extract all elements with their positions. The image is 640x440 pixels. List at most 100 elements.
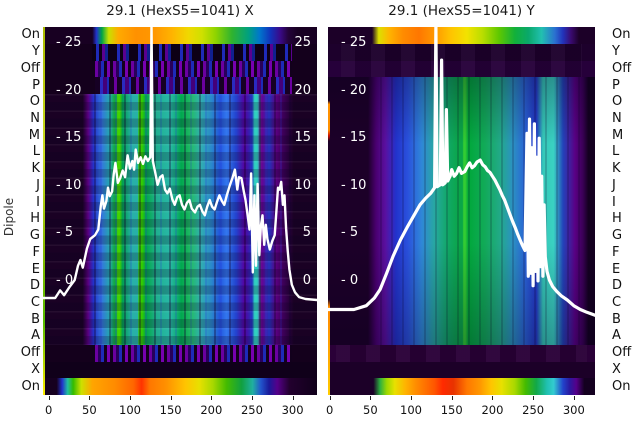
row-label: Off: [612, 345, 632, 361]
row-label: D: [29, 278, 40, 294]
value-label-right: 5: [302, 225, 311, 241]
row-label: L: [32, 144, 40, 160]
x-tick-label: 150: [440, 403, 463, 417]
left-panel-title: 29.1 (HexS5=1041) X: [106, 3, 254, 19]
row-label: C: [30, 295, 40, 310]
x-tick-label: 300: [562, 403, 585, 417]
x-tick-mark: [170, 396, 172, 400]
heatmap-band-on-top: [43, 27, 317, 44]
row-label: F: [612, 244, 620, 260]
value-label-left: - 20: [341, 82, 367, 98]
x-tick-label: 50: [363, 403, 378, 417]
value-label-left: - 15: [56, 130, 82, 146]
value-label-left: - 25: [56, 35, 82, 50]
row-label: F: [32, 244, 40, 260]
overlay-profile-line-y: [328, 27, 595, 317]
heatmap-band-off-top: [328, 61, 595, 77]
row-label: A: [31, 328, 40, 344]
row-label: O: [29, 94, 40, 110]
value-label-left: - 25: [341, 35, 367, 50]
row-label: E: [612, 261, 621, 277]
x-tick-mark: [370, 396, 372, 400]
row-label: C: [612, 295, 622, 310]
row-banding: [43, 94, 317, 345]
row-label: E: [31, 261, 40, 277]
stripe-texture: [92, 61, 293, 77]
row-label: M: [28, 127, 40, 143]
value-label-left: - 20: [56, 82, 82, 98]
x-tick-label: 200: [481, 403, 504, 417]
row-label: On: [612, 27, 631, 43]
heatmap-band-p: [43, 77, 317, 94]
row-labels-left: On Y Off P O N M L K J I H G F E D C B A Off X On: [0, 27, 40, 395]
row-label: G: [29, 228, 40, 244]
x-tick-label: 0: [45, 403, 53, 417]
row-label: Off: [20, 60, 40, 76]
row-label: G: [612, 228, 623, 244]
x-tick-mark: [533, 396, 535, 400]
heatmap-panel-x: [43, 27, 317, 395]
heatmap-band-x: [43, 362, 317, 378]
row-label: P: [612, 77, 620, 93]
x-tick-mark: [411, 396, 413, 400]
heatmap-panel-y: [328, 27, 595, 395]
row-label: J: [36, 177, 40, 193]
stripe-texture: [341, 61, 582, 77]
row-label: I: [612, 194, 616, 210]
edge-strip-right-panel: [328, 27, 330, 395]
value-label-left: - 5: [56, 225, 74, 241]
x-tick-label: 250: [240, 403, 263, 417]
row-label: Y: [612, 44, 620, 60]
stripe-texture: [95, 77, 293, 94]
x-tick-label: 50: [82, 403, 97, 417]
heatmap-band-on-top: [328, 27, 595, 44]
x-tick-mark: [48, 396, 50, 400]
row-label: H: [30, 211, 40, 227]
row-label: On: [21, 378, 40, 394]
row-label: J: [612, 177, 616, 193]
x-tick-mark: [89, 396, 91, 400]
row-label: Off: [612, 60, 632, 76]
stripe-texture: [336, 345, 587, 362]
heatmap-band-off-top: [43, 61, 317, 77]
x-tick-label: 300: [281, 403, 304, 417]
x-tick-mark: [329, 396, 331, 400]
x-tick-label: 200: [200, 403, 223, 417]
heatmap-band-x: [328, 362, 595, 378]
x-tick-mark: [451, 396, 453, 400]
value-label-left: - 5: [341, 225, 359, 241]
x-tick-label: 100: [400, 403, 422, 417]
value-label-left: - 10: [341, 177, 367, 193]
x-tick-label: 100: [119, 403, 141, 417]
right-panel-title: 29.1 (HexS5=1041) Y: [388, 3, 535, 19]
row-label: Y: [32, 44, 40, 60]
x-tick-mark: [492, 396, 494, 400]
x-tick-label: 250: [522, 403, 545, 417]
x-tick-mark: [292, 396, 294, 400]
stripe-texture: [92, 345, 293, 362]
value-label-left: - 15: [341, 130, 367, 146]
value-label-right: 15: [294, 130, 311, 146]
overlay-profile-line-x: [43, 27, 317, 302]
row-label: K: [31, 161, 40, 177]
row-label: Off: [20, 345, 40, 361]
row-label: K: [612, 161, 621, 177]
x-tick-mark: [129, 396, 131, 400]
row-label: On: [612, 378, 631, 394]
row-label: N: [612, 111, 622, 126]
x-tick-mark: [211, 396, 213, 400]
x-tick-mark: [573, 396, 575, 400]
heatmap-band-on-bottom: [328, 378, 595, 395]
x-tick-label: 0: [325, 403, 334, 417]
heatmap-band-off-bottom: [328, 345, 595, 362]
row-labels-right: On Y Off P O N M L K J I H G F E D C B A Off X On: [612, 27, 640, 395]
value-label-right: 20: [294, 82, 311, 98]
row-label: D: [612, 278, 623, 294]
row-label: O: [612, 94, 623, 110]
value-label-left: - 0: [56, 272, 74, 288]
row-label: L: [612, 144, 620, 160]
row-label: H: [612, 211, 622, 227]
value-label-right: 25: [294, 35, 311, 50]
x-tick-label: 150: [159, 403, 182, 417]
